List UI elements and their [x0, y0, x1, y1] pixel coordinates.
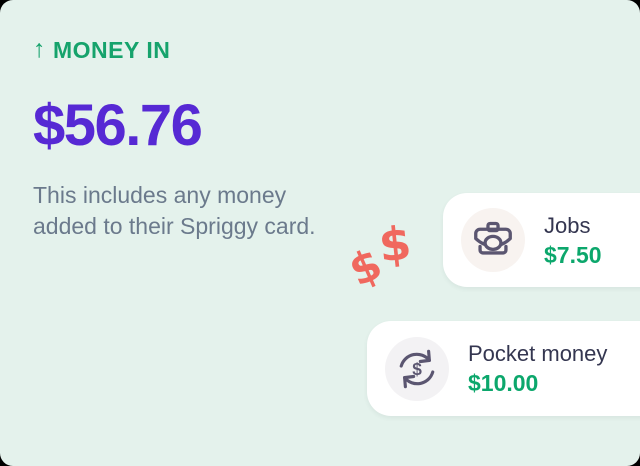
pocket-money-card[interactable]: $ Pocket money $10.00 — [367, 321, 640, 416]
jobs-card[interactable]: Jobs $7.50 — [443, 193, 640, 287]
jobs-label: Jobs — [544, 212, 591, 238]
jobs-amount: $7.50 — [544, 241, 602, 268]
money-in-summary: ↑ MONEY IN $56.76 This includes any mone… — [33, 35, 333, 242]
money-in-heading: ↑ MONEY IN — [33, 35, 333, 65]
total-money-in-amount: $56.76 — [33, 93, 203, 158]
arrow-up-icon: ↑ — [33, 35, 46, 63]
money-in-label: MONEY IN — [53, 37, 171, 63]
refresh-dollar-glyph: $ — [412, 359, 422, 379]
refresh-dollar-icon: $ — [385, 336, 449, 401]
money-in-description: This includes any money added to their S… — [33, 182, 316, 239]
pocket-money-label: Pocket money — [468, 341, 608, 366]
briefcase-icon — [461, 208, 525, 272]
dollar-doodle-icon: $ — [376, 215, 414, 273]
jobs-card-text: Jobs $7.50 — [544, 211, 602, 270]
pocket-money-amount: $10.00 — [468, 370, 539, 396]
pocket-money-card-text: Pocket money $10.00 — [468, 339, 607, 398]
